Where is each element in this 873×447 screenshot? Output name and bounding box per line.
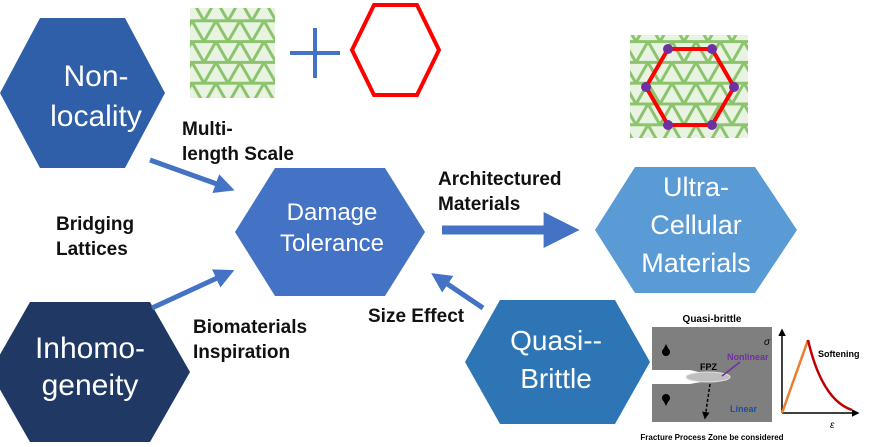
ultra-cellular-line3: Materials [641, 248, 751, 278]
damage-tolerance-line1: Damage [287, 199, 378, 226]
node-ultra-cellular: Ultra- Cellular Materials [595, 167, 797, 293]
bridging-lattices-label: Bridging Lattices [56, 212, 134, 262]
multi-length-scale-label: Multi- length Scale [182, 117, 294, 167]
stress-strain-inset: σ ε Softening [764, 328, 860, 431]
nonlinear-label: Nonlinear [727, 352, 769, 362]
arrow-non-locality-to-damage [149, 157, 235, 194]
biomaterials-line2: Inspiration [193, 342, 291, 363]
node-damage-tolerance: Damage Tolerance [235, 168, 425, 296]
lattice-hexagon-image [630, 35, 748, 138]
node-inhomogeneity: Inhomo- geneity [0, 302, 190, 442]
inhomogeneity-line1: Inhomo- [35, 332, 145, 365]
softening-label: Softening [818, 349, 860, 359]
fpz-inset-title: Quasi-brittle [683, 314, 742, 325]
plus-icon [290, 28, 340, 78]
node-non-locality: Non- locality [0, 18, 165, 168]
fpz-inset: Quasi-brittle FPZ Nonlinear Linear Fract… [640, 314, 783, 442]
ultra-cellular-line1: Ultra- [663, 172, 729, 202]
damage-tolerance-line2: Tolerance [280, 230, 384, 257]
arrow-quasi-brittle-to-damage [431, 273, 485, 311]
arrow-inhomogeneity-to-damage [150, 269, 235, 311]
architectured-line1: Architectured [438, 169, 562, 190]
biomaterials-line1: Biomaterials [193, 317, 308, 338]
fpz-caption: Fracture Process Zone be considered [640, 433, 783, 442]
non-locality-line1: Non- [63, 60, 128, 93]
node-quasi-brittle: Quasi-- Brittle [465, 300, 650, 424]
epsilon-label: ε [830, 420, 835, 431]
multi-length-line1: Multi- [182, 119, 233, 140]
sigma-label: σ [764, 337, 771, 348]
linear-label: Linear [730, 404, 758, 414]
bridging-line1: Bridging [56, 214, 135, 235]
fpz-label: FPZ [700, 362, 718, 372]
architectured-materials-label: Architectured Materials [438, 167, 562, 217]
architectured-line2: Materials [438, 194, 521, 215]
bridging-line2: Lattices [56, 239, 128, 260]
ultra-cellular-line2: Cellular [650, 210, 742, 240]
non-locality-line2: locality [50, 100, 142, 133]
hexagon-outline-icon [349, 3, 442, 97]
quasi-brittle-line1: Quasi-- [510, 325, 602, 356]
biomaterials-inspiration-label: Biomaterials Inspiration [193, 315, 307, 365]
inhomogeneity-line2: geneity [42, 369, 139, 402]
size-effect-label: Size Effect [368, 306, 465, 327]
multi-length-line2: length Scale [182, 144, 294, 165]
lattice-image [190, 8, 275, 98]
quasi-brittle-line2: Brittle [520, 363, 592, 394]
